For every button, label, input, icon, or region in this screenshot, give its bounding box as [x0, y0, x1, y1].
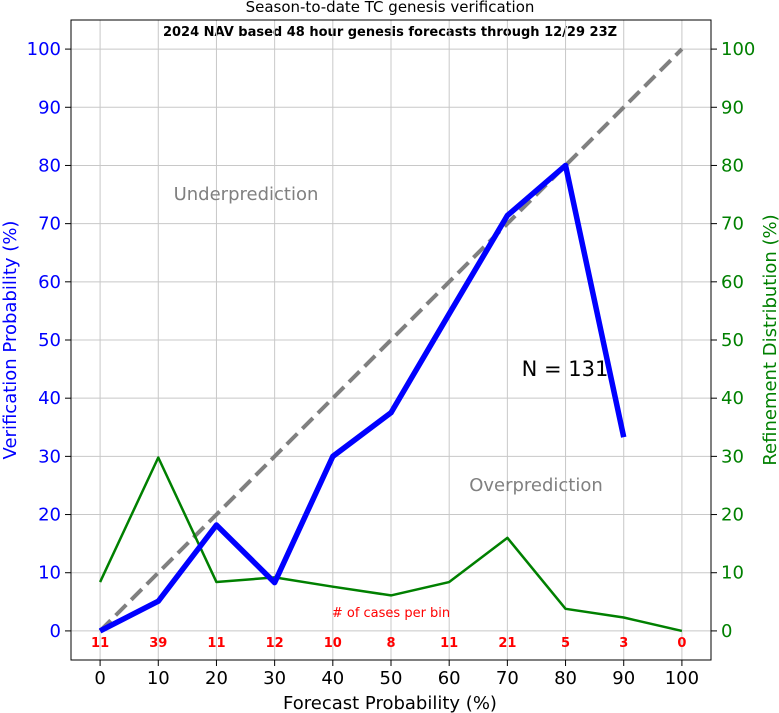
x-tick-label: 40 — [321, 668, 344, 689]
plot-frame — [70, 19, 712, 661]
left-y-tick-label: 40 — [38, 388, 61, 409]
x-tick-label: 70 — [496, 668, 519, 689]
left-y-tick-label: 90 — [38, 97, 61, 118]
case-count-label: 39 — [149, 636, 167, 651]
perfect-reliability-line — [98, 47, 684, 633]
x-tick-label: 20 — [205, 668, 228, 689]
case-count-label: 8 — [386, 636, 395, 651]
right-y-tick-label: 0 — [721, 621, 732, 642]
cases-per-bin-labels: 11 39 11 12 10 8 11 21 5 3 0 — [91, 636, 686, 651]
left-y-tick-label: 0 — [50, 621, 61, 642]
case-count-label: 10 — [324, 636, 342, 651]
right-y-tick-label: 50 — [721, 330, 744, 351]
left-y-tick-label: 10 — [38, 563, 61, 584]
case-count-label: 11 — [91, 636, 109, 651]
case-count-label: 11 — [207, 636, 225, 651]
right-y-tick-label: 40 — [721, 388, 744, 409]
right-y-tick-label: 30 — [721, 446, 744, 467]
x-tick-label: 0 — [94, 668, 105, 689]
x-tick-label: 100 — [665, 668, 699, 689]
series-group — [98, 47, 684, 634]
left-y-tick-label: 50 — [38, 330, 61, 351]
left-y-tick-label: 60 — [38, 272, 61, 293]
left-y-tick-label: 80 — [38, 155, 61, 176]
right-y-axis-label: Refinement Distribution (%) — [760, 214, 779, 465]
x-axis-label: Forecast Probability (%) — [283, 693, 497, 713]
left-y-tick-label: 70 — [38, 214, 61, 235]
right-y-tick-label: 70 — [721, 214, 744, 235]
chart-title: Season-to-date TC genesis verification — [246, 0, 535, 16]
x-tick-label: 50 — [380, 668, 403, 689]
refinement-distribution-line — [98, 456, 683, 633]
right-y-tick-label: 60 — [721, 272, 744, 293]
left-axis-ticks: 0 10 20 30 40 50 60 70 80 90 100 — [27, 39, 71, 642]
grid-lines — [71, 20, 711, 660]
verification-line — [98, 162, 627, 634]
underprediction-label: Underprediction — [174, 184, 319, 205]
overprediction-label: Overprediction — [469, 475, 603, 496]
left-y-tick-label: 20 — [38, 505, 61, 526]
case-count-label: 11 — [440, 636, 458, 651]
x-tick-label: 80 — [554, 668, 577, 689]
x-tick-label: 30 — [263, 668, 286, 689]
right-y-tick-label: 20 — [721, 505, 744, 526]
right-y-tick-label: 100 — [721, 39, 755, 60]
left-y-axis-label: Verification Probability (%) — [0, 221, 21, 460]
right-y-tick-label: 10 — [721, 563, 744, 584]
case-count-label: 21 — [498, 636, 516, 651]
case-count-label: 3 — [619, 636, 628, 651]
cases-per-bin-caption: # of cases per bin — [332, 606, 450, 621]
x-axis-ticks: 0 10 20 30 40 50 60 70 80 90 100 — [94, 660, 699, 689]
right-y-tick-label: 80 — [721, 155, 744, 176]
right-y-tick-label: 90 — [721, 97, 744, 118]
left-y-tick-label: 30 — [38, 446, 61, 467]
sample-size-label: N = 131 — [522, 357, 609, 381]
x-tick-label: 60 — [438, 668, 461, 689]
x-tick-label: 10 — [147, 668, 170, 689]
chart-subtitle: 2024 NAV based 48 hour genesis forecasts… — [163, 25, 617, 40]
left-y-tick-label: 100 — [27, 39, 61, 60]
right-axis-ticks: 0 10 20 30 40 50 60 70 80 90 100 — [711, 39, 755, 642]
case-count-label: 0 — [677, 636, 686, 651]
case-count-label: 12 — [266, 636, 284, 651]
x-tick-label: 90 — [612, 668, 635, 689]
case-count-label: 5 — [561, 636, 570, 651]
